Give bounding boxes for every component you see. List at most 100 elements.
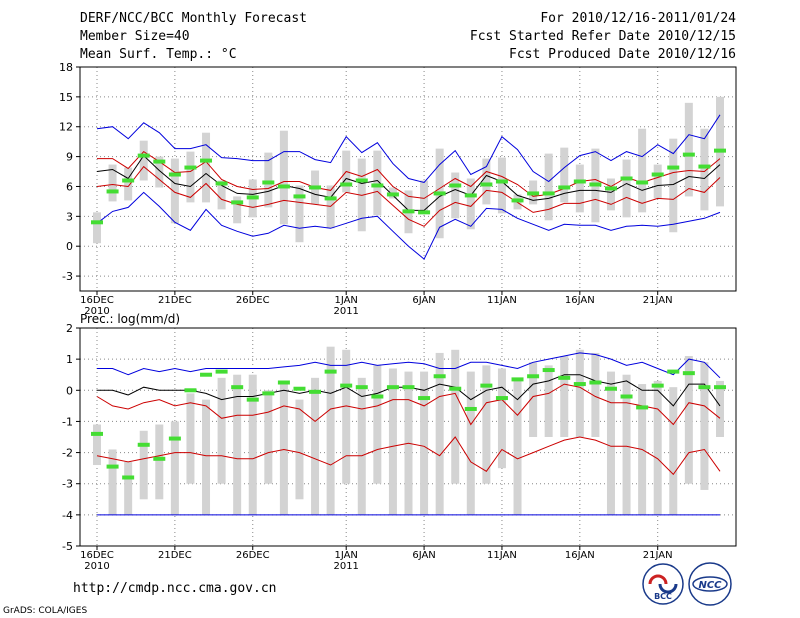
forecast-period: For 2010/12/16-2011/01/24 bbox=[540, 11, 736, 26]
temp-ensemble-box bbox=[653, 164, 662, 199]
temp-ensemble-box bbox=[108, 164, 117, 202]
temp-year-label: 2011 bbox=[333, 306, 358, 317]
temp-observed-marker bbox=[277, 184, 290, 189]
temp-ensemble-box bbox=[622, 159, 631, 218]
temp-xtick-label: 16JAN bbox=[565, 295, 595, 306]
prec-observed-marker bbox=[371, 394, 384, 399]
prec-observed-marker bbox=[277, 380, 290, 385]
temp-ytick-label: 15 bbox=[59, 91, 73, 104]
temp-ensemble-box bbox=[233, 196, 242, 224]
prec-ensemble-box bbox=[248, 374, 257, 515]
temp-ensemble-box bbox=[155, 156, 164, 188]
temp-xtick-label: 21JAN bbox=[643, 295, 673, 306]
prec-xtick-label: 16JAN bbox=[565, 550, 595, 561]
prec-observed-marker bbox=[153, 456, 166, 461]
temp-ensemble-box bbox=[202, 132, 211, 203]
prec-observed-marker bbox=[449, 386, 462, 391]
prec-xtick-label: 21JAN bbox=[643, 550, 673, 561]
temp-observed-marker bbox=[106, 189, 119, 194]
temp-ensemble-box bbox=[606, 178, 615, 211]
temp-ensemble-box bbox=[482, 158, 491, 205]
prec-xtick-label: 26DEC bbox=[236, 550, 270, 561]
temp-observed-marker bbox=[324, 196, 337, 201]
temp-observed-marker bbox=[231, 200, 244, 205]
prec-observed-marker bbox=[651, 383, 664, 388]
prec-observed-marker bbox=[418, 396, 431, 401]
prec-ensemble-box bbox=[217, 377, 226, 484]
temp-ytick-label: 6 bbox=[66, 180, 73, 193]
prec-ensemble-box bbox=[497, 368, 506, 469]
temp-ytick-label: 9 bbox=[66, 151, 73, 164]
prec-p10-line bbox=[96, 436, 721, 476]
prec-observed-marker bbox=[667, 369, 680, 374]
temp-observed-marker bbox=[449, 183, 462, 188]
temp-xtick-label: 16DEC bbox=[80, 295, 114, 306]
temp-ensemble-box bbox=[575, 164, 584, 213]
temp-observed-marker bbox=[573, 179, 586, 184]
member-size: Member Size=40 bbox=[80, 29, 190, 44]
temp-observed-marker bbox=[418, 210, 431, 215]
temp-min-line bbox=[96, 191, 721, 260]
temp-year-label: 2010 bbox=[84, 306, 109, 317]
temp-observed-marker bbox=[495, 179, 508, 184]
temp-observed-marker bbox=[511, 198, 524, 203]
prec-observed-marker bbox=[340, 383, 353, 388]
temp-ensemble-box bbox=[420, 180, 429, 212]
prec-ensemble-box bbox=[482, 365, 491, 484]
temp-ensemble-box bbox=[684, 102, 693, 197]
temp-ensemble-box bbox=[93, 212, 101, 244]
temp-observed-marker bbox=[386, 192, 399, 197]
prec-observed-marker bbox=[464, 406, 477, 411]
prec-ytick-label: 2 bbox=[66, 322, 73, 335]
prec-observed-marker bbox=[511, 377, 524, 382]
prec-ensemble-box bbox=[388, 368, 397, 515]
temp-observed-marker bbox=[371, 183, 384, 188]
prec-observed-marker bbox=[293, 386, 306, 391]
bcc-logo-text: BCC bbox=[654, 592, 672, 601]
temp-ensemble-box bbox=[373, 150, 382, 216]
prec-ensemble-box bbox=[202, 399, 211, 515]
temp-max-line bbox=[96, 114, 721, 184]
prec-observed-marker bbox=[698, 385, 711, 390]
temp-ensemble-box bbox=[560, 147, 569, 203]
prec-ensemble-box bbox=[700, 362, 709, 490]
prec-ensemble-box bbox=[529, 362, 538, 437]
temp-observed-marker bbox=[682, 152, 695, 157]
prec-ytick-label: -5 bbox=[62, 540, 73, 553]
temp-observed-marker bbox=[558, 185, 571, 190]
temp-ensemble-box bbox=[124, 167, 133, 201]
source-url[interactable]: http://cmdp.ncc.cma.gov.cn bbox=[73, 581, 277, 596]
temp-observed-marker bbox=[246, 195, 259, 200]
temp-ytick-label: -3 bbox=[62, 270, 73, 283]
prec-frame bbox=[79, 327, 737, 547]
prec-ytick-label: -1 bbox=[62, 415, 73, 428]
temp-ensemble-box bbox=[669, 138, 678, 233]
prec-observed-marker bbox=[168, 436, 181, 441]
prec-observed-marker bbox=[355, 385, 368, 390]
temp-observed-marker bbox=[122, 178, 135, 183]
temp-observed-marker bbox=[480, 182, 493, 187]
prec-ensemble-box bbox=[264, 390, 273, 484]
temp-p90-line bbox=[97, 150, 721, 199]
temp-ensemble-box bbox=[139, 140, 148, 181]
temp-ensemble-box bbox=[451, 172, 460, 219]
temp-observed-marker bbox=[355, 178, 368, 183]
prec-observed-marker bbox=[262, 391, 275, 396]
prec-ensemble-box bbox=[420, 371, 429, 515]
temp-observed-marker bbox=[714, 148, 726, 153]
temp-xtick-label: 1JAN bbox=[334, 295, 357, 306]
prec-ensemble-box bbox=[435, 352, 444, 515]
prec-observed-marker bbox=[636, 405, 649, 410]
fcst-started: Fcst Started Refer Date 2010/12/15 bbox=[469, 29, 736, 44]
prec-observed-marker bbox=[231, 385, 244, 390]
prec-observed-marker bbox=[495, 396, 508, 401]
prec-observed-marker bbox=[433, 374, 446, 379]
temp-ensemble-box bbox=[217, 180, 226, 210]
temp-observed-marker bbox=[527, 191, 540, 196]
prec-ensemble-box bbox=[513, 380, 522, 515]
temp-xtick-label: 26DEC bbox=[236, 295, 270, 306]
prec-ensemble-box bbox=[326, 346, 335, 515]
temp-observed-marker bbox=[433, 191, 446, 196]
prec-ensemble-box bbox=[653, 380, 662, 515]
